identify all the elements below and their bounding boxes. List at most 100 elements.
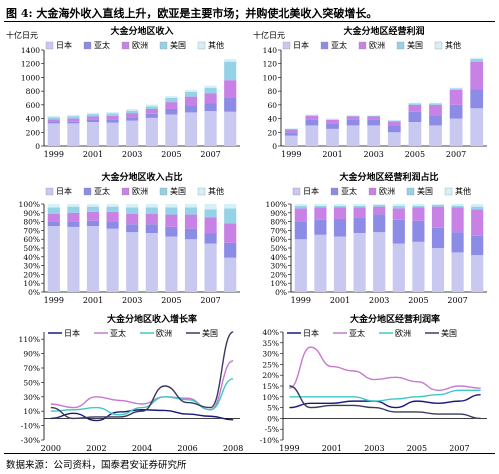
series-line-1	[50, 409, 234, 422]
bar-segment	[346, 115, 360, 116]
bar-segment	[471, 209, 484, 236]
legend-swatch	[159, 41, 168, 50]
bar-segment	[429, 115, 442, 126]
legend-swatch	[292, 187, 301, 196]
y-tick-label: 100	[263, 73, 278, 82]
y-tick-label: 25%	[262, 360, 279, 369]
bar-segment	[67, 123, 80, 146]
legend-swatch	[197, 41, 206, 50]
bar-segment	[449, 87, 463, 89]
y-tick-label: 10%	[23, 279, 40, 288]
bar-segment	[47, 204, 60, 208]
bar-segment	[184, 239, 198, 292]
bar-segment	[86, 112, 100, 115]
y-tick-label: 90%	[23, 350, 40, 359]
bar-segment	[204, 87, 217, 94]
legend-swatch	[434, 41, 443, 50]
bar-segment	[412, 204, 425, 206]
bar-segment	[431, 206, 445, 228]
bar-segment	[387, 125, 401, 133]
legend-label: 美国	[407, 40, 423, 50]
bar-segment	[387, 119, 401, 121]
legend-label: 欧洲	[395, 328, 411, 338]
bar-segment	[224, 257, 237, 292]
bar-segment	[353, 204, 366, 206]
bar-segment	[106, 211, 119, 222]
bar-segment	[392, 219, 405, 244]
bar-segment	[470, 108, 484, 146]
y-tick-label: 140	[263, 46, 278, 55]
bar-segment	[431, 204, 445, 207]
bar-segment	[294, 208, 307, 222]
bar-segment	[184, 89, 198, 92]
bar-segment	[305, 115, 319, 120]
bar-segment	[408, 122, 422, 146]
bar-segment	[165, 236, 178, 292]
bar-segment	[145, 224, 158, 234]
y-tick-label: -10%	[21, 422, 40, 431]
bar-segment	[184, 96, 198, 106]
bar-segment	[346, 116, 360, 120]
y-tick-label: 600	[26, 101, 41, 110]
bar-segment	[106, 113, 119, 116]
bar-segment	[431, 248, 445, 292]
bar-segment	[165, 214, 178, 227]
bar-segment	[106, 221, 119, 229]
bar-segment	[165, 95, 178, 98]
x-tick-label: 2001	[322, 444, 342, 452]
y-tick-label: 400	[26, 115, 41, 124]
bar-segment	[67, 212, 80, 222]
x-tick-label: 1999	[44, 150, 64, 159]
bar-segment	[126, 207, 139, 214]
bar-segment	[145, 104, 158, 107]
bar-segment	[333, 236, 347, 292]
source-note: 数据来源：公司资料，国泰君安证券研究所	[6, 460, 187, 471]
bar-segment	[67, 114, 80, 117]
bar-segment	[47, 117, 60, 120]
x-tick-label: 2005	[408, 296, 428, 305]
bar-segment	[224, 242, 237, 258]
bar-segment	[86, 226, 100, 292]
legend-label: 欧洲	[156, 328, 172, 338]
x-tick-label: 2004	[132, 444, 152, 452]
y-tick-label: 50%	[23, 244, 40, 253]
bar-segment	[47, 226, 60, 292]
legend-swatch	[368, 187, 377, 196]
bar-segment	[145, 233, 158, 292]
series-line-3	[289, 389, 481, 402]
bar-segment	[67, 204, 80, 207]
bar-segment	[333, 207, 347, 219]
bar-segment	[165, 114, 178, 146]
x-tick-label: 2001	[322, 150, 342, 159]
unit-label: 十亿日元	[253, 30, 285, 40]
bar-segment	[106, 206, 119, 212]
bar-segment	[373, 204, 386, 207]
legend-label: 亚太	[94, 40, 110, 50]
y-tick-label: 50%	[270, 244, 287, 253]
bar-segment	[204, 243, 217, 292]
bar-segment	[451, 232, 464, 253]
bar-segment	[126, 113, 139, 118]
y-tick-label: 20%	[270, 270, 287, 279]
bar-segment	[106, 204, 119, 207]
bar-segment	[373, 204, 386, 205]
y-tick-label: 30%	[23, 393, 40, 402]
x-tick-label: 2006	[177, 444, 197, 452]
bar-segment	[86, 122, 100, 146]
bar-segment	[471, 255, 484, 292]
bar-segment	[126, 232, 139, 292]
legend-label: 欧洲	[132, 40, 148, 50]
legend-label: 其他	[445, 40, 461, 50]
bar-segment	[387, 121, 401, 126]
bar-segment	[326, 128, 339, 146]
x-tick-label: 2005	[405, 150, 425, 159]
y-tick-label: 800	[26, 87, 41, 96]
bar-segment	[294, 239, 307, 292]
bar-segment	[47, 221, 60, 226]
bar-segment	[429, 104, 442, 116]
title-rule	[4, 21, 495, 22]
bar-segment	[184, 214, 198, 229]
bar-segment	[451, 205, 464, 208]
